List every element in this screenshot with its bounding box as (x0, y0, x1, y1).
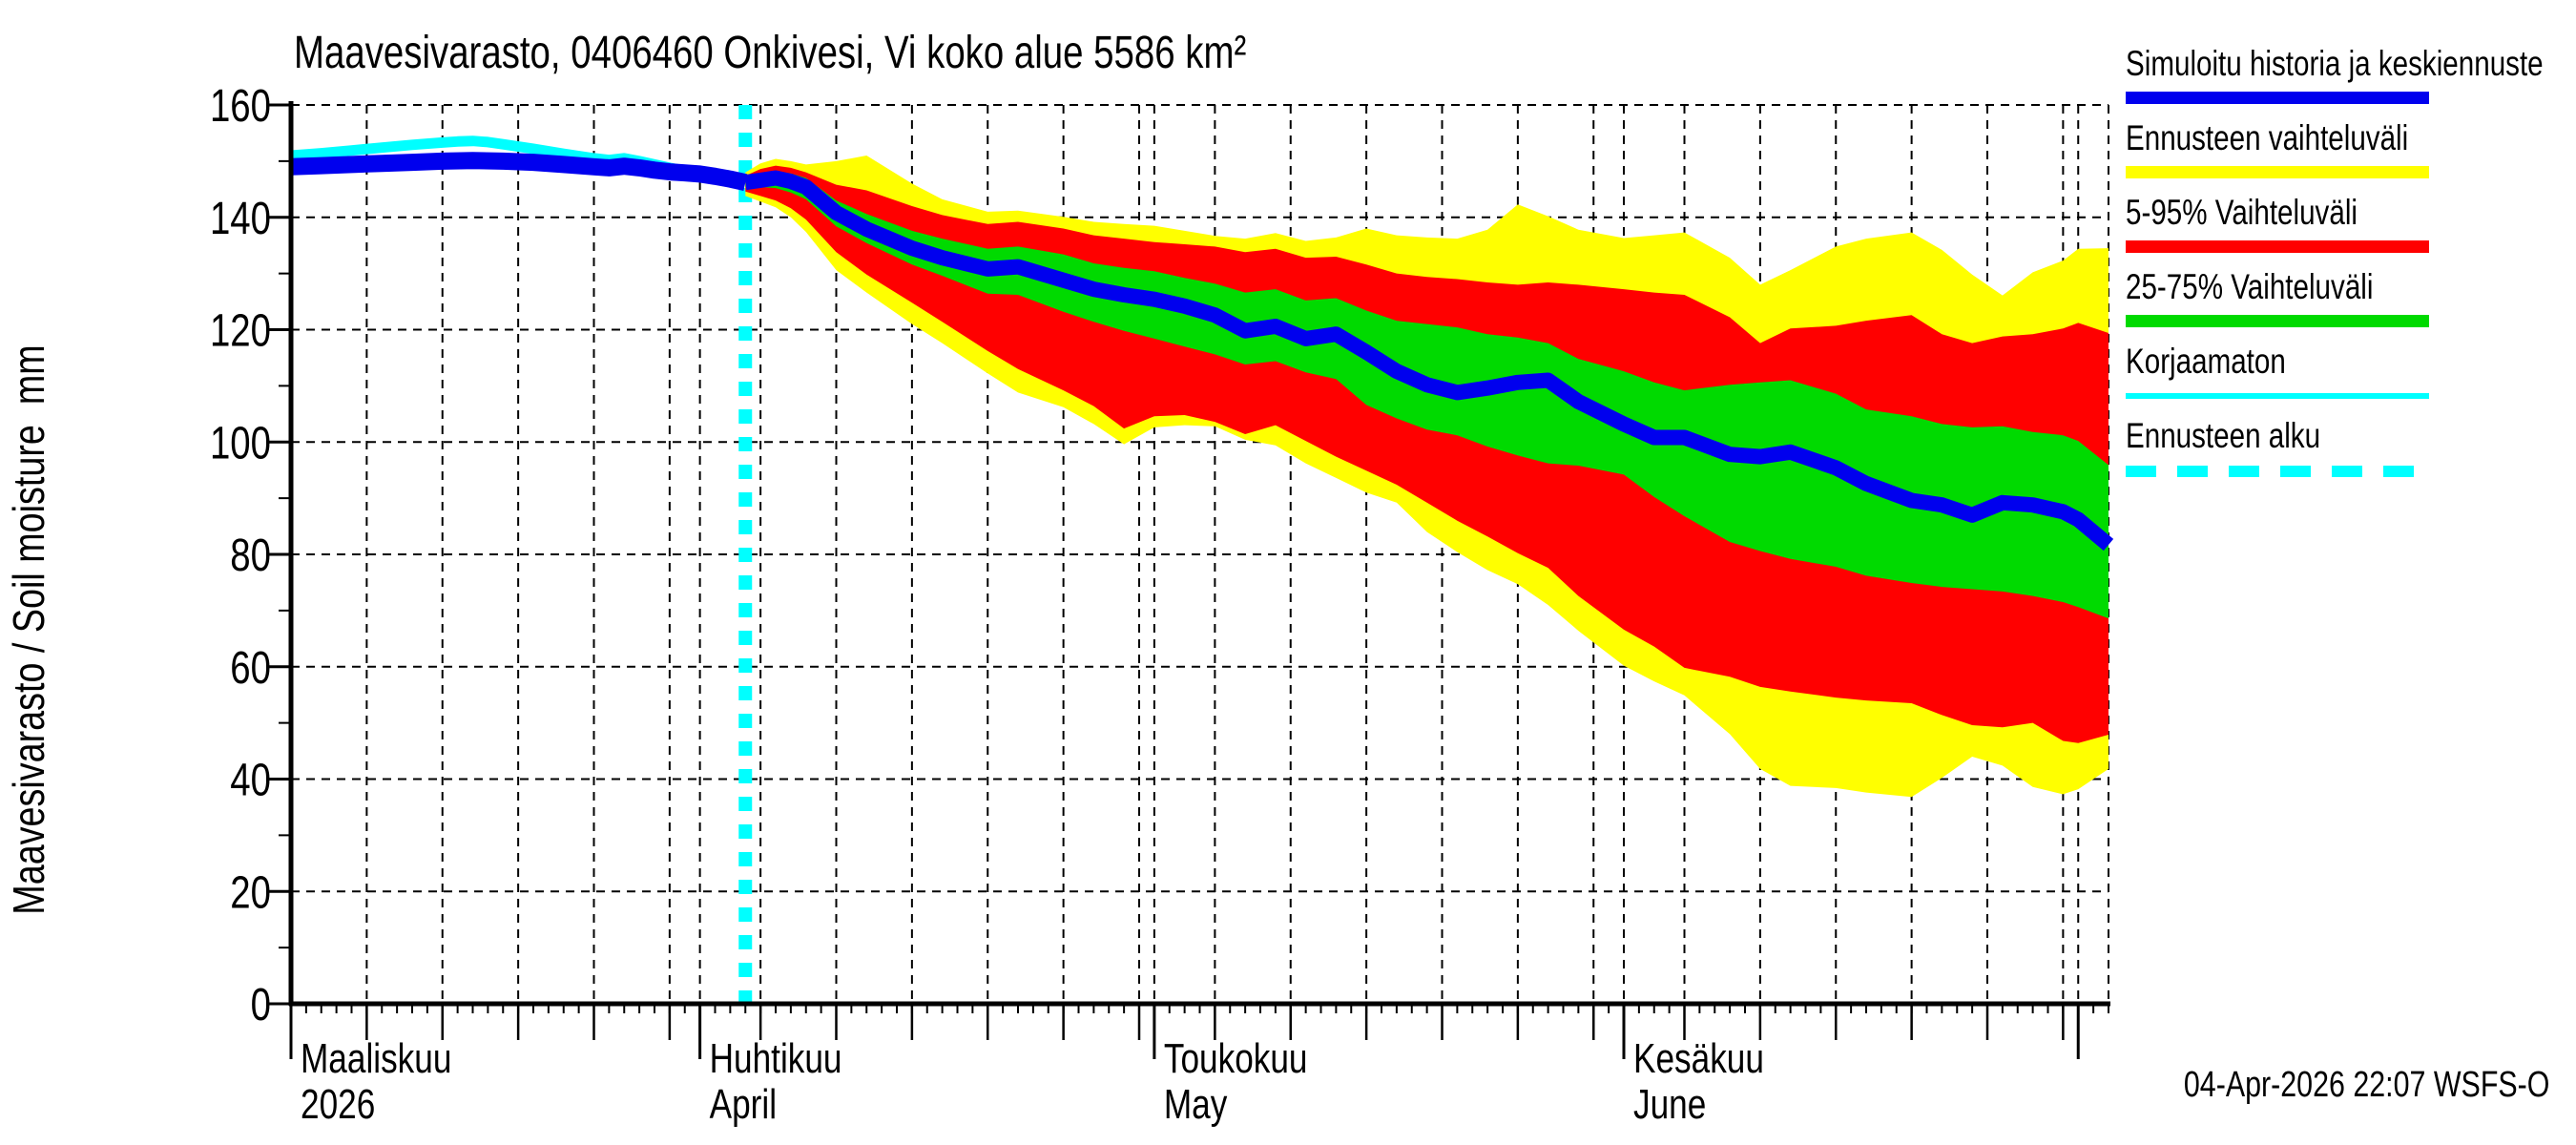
legend-label: Ennusteen vaihteluväli (2126, 118, 2555, 158)
y-tick-label: 40 (230, 756, 271, 806)
legend-label-text: 5-95% Vaihteluväli (2126, 193, 2358, 232)
legend-label: 25-75% Vaihteluväli (2126, 267, 2555, 307)
legend-swatch-forecast-start-line (2126, 466, 2429, 477)
chart-title-text: Maavesivarasto, 0406460 Onkivesi, Vi kok… (294, 28, 1247, 78)
legend-label-text: 25-75% Vaihteluväli (2126, 267, 2374, 306)
timestamp: 04-Apr-2026 22:07 WSFS-O (2092, 1065, 2549, 1106)
x-month-sublabel: April (710, 1081, 777, 1128)
legend-label-text: Ennusteen vaihteluväli (2126, 118, 2409, 157)
legend-item-uncorrected: Korjaamaton (2126, 342, 2555, 399)
timestamp-text: 04-Apr-2026 22:07 WSFS-O (2183, 1065, 2549, 1105)
y-tick-label: 120 (210, 306, 271, 357)
legend: Simuloitu historia ja keskiennuste Ennus… (2126, 44, 2555, 489)
legend-swatch-5-95-range (2126, 240, 2429, 253)
legend-item-forecast-range: Ennusteen vaihteluväli (2126, 118, 2555, 178)
legend-item-history: Simuloitu historia ja keskiennuste (2126, 44, 2555, 104)
y-tick-label: 20 (230, 867, 271, 918)
y-tick-label: 160 (210, 81, 271, 132)
legend-item-5-95: 5-95% Vaihteluväli (2126, 193, 2555, 253)
legend-label-text: Korjaamaton (2126, 342, 2286, 381)
legend-label-text: Ennusteen alku (2126, 416, 2321, 455)
legend-label: Ennusteen alku (2126, 416, 2555, 456)
x-month-label: Huhtikuu (710, 1035, 842, 1082)
history-line (290, 152, 748, 191)
legend-label: 5-95% Vaihteluväli (2126, 193, 2555, 233)
legend-label-text: Simuloitu historia ja keskiennuste (2126, 44, 2544, 83)
legend-swatch-history-line (2126, 92, 2429, 104)
y-tick-label: 80 (230, 531, 271, 581)
x-month-sublabel: May (1164, 1081, 1228, 1128)
x-month-label: Maaliskuu (301, 1035, 451, 1082)
legend-swatch-forecast-range (2126, 166, 2429, 178)
legend-label: Simuloitu historia ja keskiennuste (2126, 44, 2555, 84)
x-month-label: Kesäkuu (1633, 1035, 1764, 1082)
x-month-sublabel: 2026 (301, 1081, 375, 1128)
legend-item-forecast-start: Ennusteen alku (2126, 416, 2555, 477)
axes (266, 101, 2110, 1059)
y-tick-label: 140 (210, 194, 271, 244)
legend-swatch-25-75-range (2126, 315, 2429, 327)
y-tick-label: 60 (230, 643, 271, 694)
legend-item-25-75: 25-75% Vaihteluväli (2126, 267, 2555, 327)
x-month-sublabel: June (1633, 1081, 1706, 1128)
median-forecast-line (744, 170, 2114, 552)
y-tick-label: 0 (251, 980, 271, 1030)
legend-swatch-uncorrected-line (2126, 393, 2429, 399)
x-month-label: Toukokuu (1164, 1035, 1308, 1082)
y-tick-label: 100 (210, 418, 271, 468)
legend-label: Korjaamaton (2126, 342, 2555, 382)
chart-title: Maavesivarasto, 0406460 Onkivesi, Vi kok… (294, 27, 1485, 79)
